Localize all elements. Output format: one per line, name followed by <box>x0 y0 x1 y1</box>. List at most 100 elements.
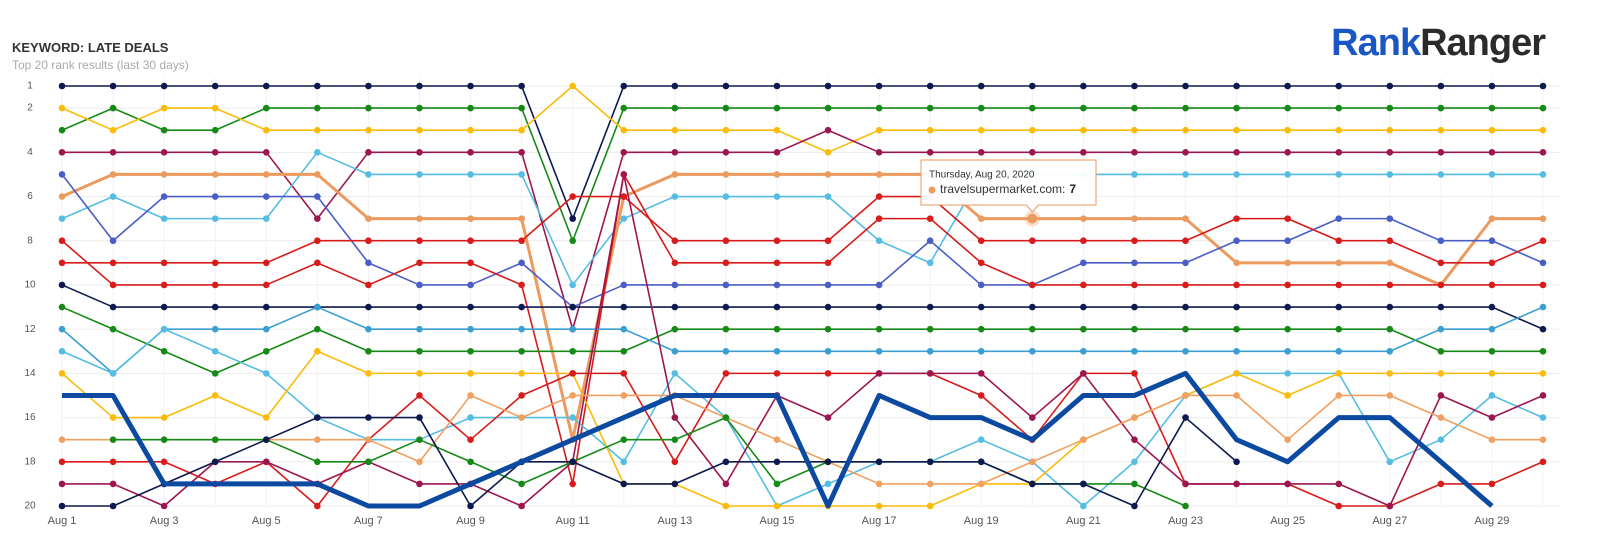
point <box>1233 392 1240 399</box>
point <box>160 347 168 355</box>
point <box>467 502 474 510</box>
point <box>1131 82 1138 90</box>
point <box>569 303 576 311</box>
point <box>1182 259 1189 267</box>
point <box>671 259 679 267</box>
series-line <box>62 416 1238 507</box>
point <box>211 436 219 443</box>
point <box>1284 82 1291 90</box>
point <box>875 149 883 156</box>
series <box>58 171 1547 443</box>
point <box>620 458 628 466</box>
point <box>671 414 679 421</box>
series-line <box>62 370 1494 509</box>
point <box>58 237 66 245</box>
point <box>1335 303 1343 311</box>
point <box>1284 392 1291 399</box>
point <box>1437 259 1445 267</box>
point <box>1437 237 1445 245</box>
point <box>1488 414 1496 421</box>
series-line <box>62 129 1543 330</box>
point <box>824 480 832 488</box>
point <box>977 281 985 289</box>
y-tick-label: 8 <box>27 235 33 246</box>
point <box>160 436 168 443</box>
point <box>722 259 730 267</box>
series <box>58 149 1547 289</box>
point <box>773 436 781 443</box>
point <box>1437 414 1445 421</box>
series <box>58 82 1547 222</box>
point <box>1284 237 1291 245</box>
point <box>109 325 117 333</box>
point <box>109 171 117 178</box>
point <box>262 436 270 443</box>
point <box>365 171 372 178</box>
series <box>58 171 1547 488</box>
title: KEYWORD: LATE DEALS <box>12 40 169 55</box>
point <box>569 215 576 222</box>
point <box>1284 480 1291 488</box>
point <box>1437 347 1445 355</box>
point <box>518 215 525 222</box>
point <box>1080 126 1087 134</box>
point <box>1080 104 1087 112</box>
point <box>620 392 628 399</box>
point <box>977 237 985 245</box>
point <box>722 193 730 200</box>
point <box>211 281 219 289</box>
point <box>1284 149 1291 156</box>
point <box>773 126 781 134</box>
point <box>416 259 423 267</box>
point <box>314 502 321 510</box>
tooltip-box <box>920 159 1097 213</box>
point <box>518 149 525 156</box>
point <box>926 502 934 510</box>
point <box>1182 237 1189 245</box>
point <box>977 259 985 267</box>
point <box>314 126 321 134</box>
point <box>773 149 781 156</box>
point <box>160 502 168 510</box>
point <box>58 215 66 222</box>
point <box>1131 414 1138 421</box>
series <box>58 193 1547 267</box>
point <box>875 215 883 222</box>
point <box>722 325 730 333</box>
point <box>467 126 474 134</box>
point <box>1284 104 1291 112</box>
point <box>314 149 321 156</box>
x-tick-label: Aug 21 <box>1066 515 1101 527</box>
series-line <box>61 328 1544 507</box>
point <box>977 126 985 134</box>
point <box>1029 104 1036 112</box>
point <box>722 149 730 156</box>
y-tick-label: 4 <box>27 147 33 158</box>
point <box>518 171 525 178</box>
point <box>1233 215 1240 222</box>
point <box>160 126 168 134</box>
point <box>1386 259 1394 267</box>
point <box>365 215 372 222</box>
point <box>211 82 219 90</box>
point <box>824 281 832 289</box>
point <box>416 104 423 112</box>
point <box>1029 303 1036 311</box>
point <box>977 82 985 90</box>
point <box>1488 126 1496 134</box>
point <box>109 82 117 90</box>
point <box>1284 436 1291 443</box>
point <box>620 303 628 311</box>
point <box>1335 480 1343 488</box>
point <box>977 392 985 399</box>
point <box>722 126 730 134</box>
point <box>160 215 168 222</box>
point <box>824 82 832 90</box>
series-line <box>61 85 1543 154</box>
point <box>722 414 730 421</box>
point <box>1335 370 1343 377</box>
point <box>977 104 985 112</box>
point <box>1488 370 1496 377</box>
point <box>1437 303 1445 311</box>
